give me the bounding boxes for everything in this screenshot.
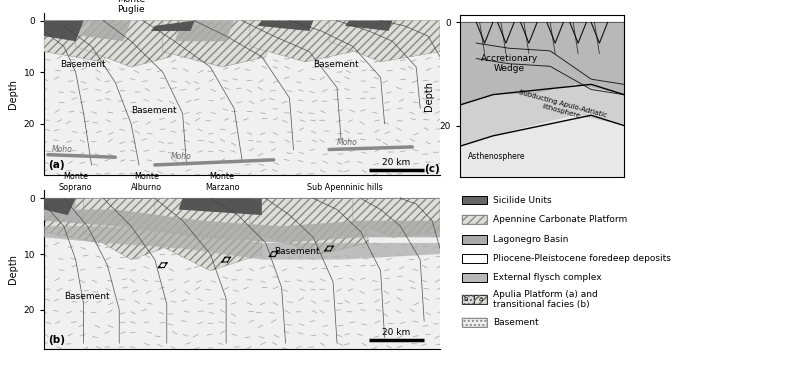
Polygon shape — [76, 21, 182, 67]
Text: Apulia Platform (a) and
transitional facies (b): Apulia Platform (a) and transitional fac… — [493, 290, 598, 309]
Polygon shape — [44, 226, 440, 260]
Text: 20 km: 20 km — [382, 328, 410, 337]
Polygon shape — [52, 21, 91, 36]
Polygon shape — [460, 23, 624, 105]
Text: (b): (b) — [48, 335, 65, 345]
Polygon shape — [44, 21, 440, 175]
Y-axis label: Depth: Depth — [8, 79, 18, 109]
Polygon shape — [460, 115, 624, 177]
Text: Basement: Basement — [131, 106, 177, 115]
Polygon shape — [250, 199, 369, 254]
Polygon shape — [460, 85, 624, 146]
Polygon shape — [353, 199, 440, 237]
Bar — [462, 295, 474, 304]
Bar — [462, 215, 486, 224]
Bar — [462, 318, 486, 327]
Bar — [462, 318, 486, 327]
Text: (a): (a) — [48, 159, 65, 169]
Text: b: b — [464, 296, 468, 302]
Bar — [462, 215, 486, 224]
Polygon shape — [44, 210, 440, 243]
Polygon shape — [44, 199, 103, 243]
Text: Sicilide Units: Sicilide Units — [493, 196, 552, 204]
Polygon shape — [250, 21, 353, 62]
Polygon shape — [44, 21, 440, 52]
Text: Moho: Moho — [52, 145, 73, 154]
Bar — [462, 196, 486, 204]
Text: Basement: Basement — [60, 60, 106, 69]
Polygon shape — [345, 21, 393, 31]
Text: 20 km: 20 km — [382, 158, 410, 167]
Text: Asthenosphere: Asthenosphere — [468, 152, 526, 161]
Polygon shape — [163, 21, 274, 67]
Polygon shape — [44, 199, 76, 215]
Text: Basement: Basement — [64, 292, 110, 301]
Text: Moho: Moho — [170, 152, 191, 161]
Bar — [462, 235, 486, 244]
Text: Monte
Puglie: Monte Puglie — [117, 0, 146, 14]
Bar — [462, 273, 486, 282]
Polygon shape — [174, 21, 234, 41]
Polygon shape — [258, 21, 314, 31]
Text: Apennine Carbonate Platform: Apennine Carbonate Platform — [493, 215, 627, 224]
Text: Basement: Basement — [274, 247, 319, 256]
Text: a: a — [478, 296, 482, 302]
Text: Subducting Apulo-Adriatic
lithosphere: Subducting Apulo-Adriatic lithosphere — [516, 89, 607, 125]
Polygon shape — [44, 21, 84, 41]
Bar — [474, 295, 486, 304]
Polygon shape — [155, 199, 262, 271]
Text: Monte
Soprano: Monte Soprano — [59, 172, 93, 192]
Y-axis label: Depth: Depth — [8, 254, 18, 284]
Polygon shape — [44, 199, 440, 349]
Bar — [462, 295, 474, 304]
Text: Monte
Alburno: Monte Alburno — [131, 172, 162, 192]
Bar — [462, 254, 486, 263]
Text: Basement: Basement — [314, 60, 359, 69]
Text: (c): (c) — [424, 164, 440, 174]
Polygon shape — [84, 199, 170, 260]
Text: Basement: Basement — [493, 318, 539, 327]
Y-axis label: Depth: Depth — [424, 81, 434, 111]
Polygon shape — [178, 199, 262, 215]
Text: External flysch complex: External flysch complex — [493, 273, 602, 282]
Polygon shape — [44, 199, 76, 221]
Text: Moho: Moho — [337, 138, 358, 147]
Bar — [474, 295, 486, 304]
Text: Accretionary
Wedge: Accretionary Wedge — [481, 54, 538, 73]
Polygon shape — [44, 21, 115, 62]
Polygon shape — [151, 21, 194, 31]
Polygon shape — [329, 21, 440, 62]
Text: Lagonegro Basin: Lagonegro Basin — [493, 235, 569, 244]
Text: Monte
Marzano: Monte Marzano — [205, 172, 239, 192]
Text: Sub Apenninic hills: Sub Apenninic hills — [307, 183, 383, 192]
Text: Pliocene-Pleistocene foredeep deposits: Pliocene-Pleistocene foredeep deposits — [493, 254, 671, 263]
Polygon shape — [84, 21, 131, 41]
